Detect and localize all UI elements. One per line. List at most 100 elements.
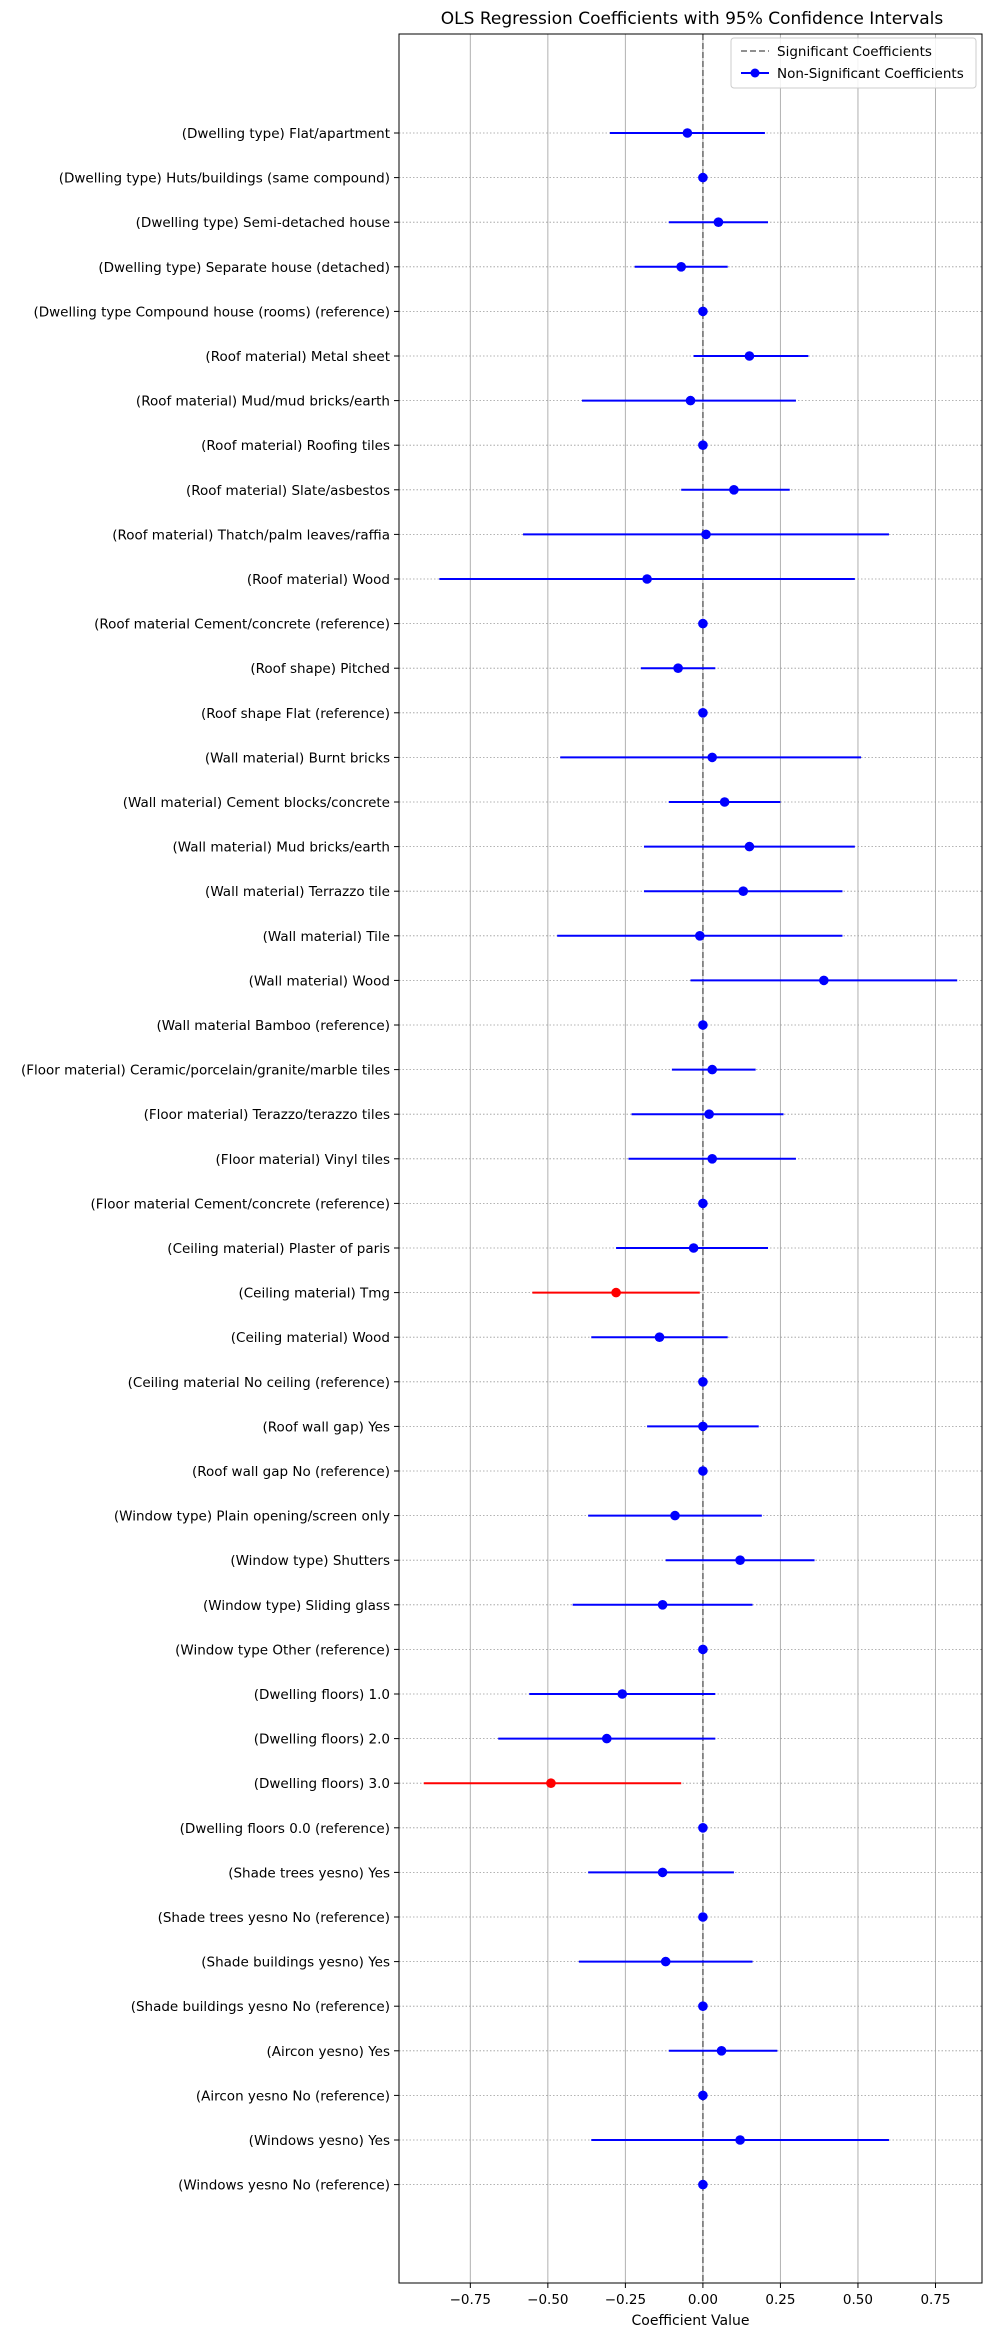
coefficient-point [716,2046,727,2056]
y-tick-label: (Dwelling type) Flat/apartment [182,126,390,142]
y-tick-label: (Roof material) Wood [247,572,390,588]
coefficient-point [698,1198,708,1209]
y-tick-label: (Ceiling material No ceiling (reference) [128,1375,390,1391]
y-tick-label: (Wall material) Terrazzo tile [205,884,390,900]
coefficient-point [611,1287,621,1298]
coefficient-point [657,1867,668,1878]
y-tick-label: (Wall material) Cement blocks/concrete [123,795,390,811]
coefficient-point [698,2179,708,2190]
x-axis-ticks: −0.75 −0.50 −0.25 0.00 0.25 0.50 0.75 [450,2283,951,2308]
y-tick-label: (Roof material) Mud/mud bricks/earth [136,394,390,410]
coefficient-point [698,1823,708,1833]
coefficient-point [695,931,705,941]
x-tick-label: 0.50 [843,2292,873,2308]
coefficient-point [738,886,749,896]
coefficient-point [546,1778,556,1788]
x-axis-label: Coefficient Value [632,2313,750,2329]
x-tick-label: 0.75 [920,2292,950,2308]
y-tick-label: (Roof wall gap No (reference) [192,1464,390,1480]
x-tick-label: 0.00 [688,2292,718,2308]
y-tick-label: (Shade trees yesno) Yes [228,1865,390,1881]
y-tick-label: (Roof material) Metal sheet [205,349,390,365]
y-tick-label: (Wall material) Wood [249,973,390,989]
y-tick-label: (Aircon yesno No (reference) [196,2088,390,2104]
coefficient-point [698,1421,708,1432]
coefficient-point [698,1912,708,1922]
y-tick-label: (Wall material) Burnt bricks [205,750,390,766]
coefficient-point [673,663,683,673]
coefficient-point [698,440,708,451]
legend-box [730,37,977,89]
coefficient-point [670,1510,680,1521]
coefficient-point [654,1332,665,1342]
y-tick-label: (Roof wall gap) Yes [263,1419,390,1435]
y-tick-label: (Shade buildings yesno) Yes [201,1955,390,1971]
y-tick-label: (Window type) Plain opening/screen only [114,1509,390,1525]
coefficient-point [698,1020,708,1030]
coefficient-point [688,1243,699,1253]
legend-non-significant-label: Non-Significant Coefficients [777,66,964,82]
coefficient-point [698,2001,708,2011]
y-tick-label: (Ceiling material) Wood [231,1330,390,1346]
plot-frame [398,33,983,2284]
coefficient-point [735,1555,745,1565]
coefficient-point [698,708,708,718]
y-tick-label: (Wall material Bamboo (reference) [156,1018,390,1034]
coefficient-point [698,618,708,629]
y-tick-label: (Floor material) Terazzo/terazzo tiles [144,1107,390,1123]
coefficient-point [660,1956,671,1967]
y-tick-label: (Roof material) Roofing tiles [201,438,390,454]
y-tick-label: (Roof material Cement/concrete (referenc… [94,617,390,633]
coefficient-point [819,975,829,986]
y-tick-label: (Dwelling type) Separate house (detached… [98,260,390,276]
coefficient-point [698,1466,708,1476]
y-tick-label: (Windows yesno No (reference) [178,2178,390,2194]
y-tick-label: (Wall material) Mud bricks/earth [173,840,390,856]
y-tick-label: (Roof shape) Pitched [250,661,390,677]
coefficient-point [729,485,739,495]
y-tick-label: (Wall material) Tile [263,929,390,945]
coefficient-point [617,1689,628,1699]
x-tick-label: −0.50 [527,2292,568,2308]
coefficient-point [698,306,708,317]
x-tick-label: −0.75 [450,2292,491,2308]
y-tick-label: (Roof shape Flat (reference) [201,706,390,722]
legend-significant-label: Significant Coefficients [777,44,932,60]
y-tick-label: (Dwelling floors 0.0 (reference) [180,1821,390,1837]
coefficient-point [707,752,718,763]
coefficient-point [744,351,755,361]
coefficient-rows: (Dwelling type) Flat/apartment (Dwelling … [21,126,958,2194]
x-tick-label: −0.25 [605,2292,646,2308]
y-tick-label: (Floor material Cement/concrete (referen… [91,1196,390,1212]
y-tick-label: (Roof material) Slate/asbestos [186,483,390,499]
y-tick-label: (Ceiling material) Plaster of paris [167,1241,390,1257]
coefficient-point [698,1377,708,1387]
chart-title: OLS Regression Coefficients with 95% Con… [441,9,944,29]
y-tick-label: (Windows yesno) Yes [249,2133,390,2149]
y-tick-label: (Dwelling type) Huts/buildings (same com… [59,171,390,187]
y-tick-label: (Shade buildings yesno No (reference) [131,1999,390,2015]
coefficient-point [682,128,693,138]
y-tick-label: (Roof material) Thatch/palm leaves/raffi… [112,527,390,543]
y-tick-label: (Window type) Sliding glass [203,1598,390,1614]
y-tick-label: (Floor material) Ceramic/porcelain/grani… [21,1063,390,1079]
coefficient-point [713,217,724,227]
coefficient-point [701,529,711,540]
y-tick-label: (Dwelling type Compound house (rooms) (r… [33,304,390,320]
y-tick-label: (Dwelling floors) 2.0 [254,1732,390,1748]
y-tick-label: (Dwelling floors) 3.0 [254,1776,390,1792]
y-tick-label: (Floor material) Vinyl tiles [216,1152,390,1168]
coefficient-point [704,1109,714,1119]
coefficient-point [676,262,686,272]
y-tick-label: (Aircon yesno) Yes [266,2044,390,2060]
coefficient-point [698,2090,708,2101]
y-tick-label: (Dwelling type) Semi-detached house [136,215,390,231]
coefficient-point [642,574,652,584]
legend: Significant Coefficients Non-Significant… [730,37,977,89]
y-tick-label: (Window type Other (reference) [175,1642,390,1658]
coefficient-point [601,1733,612,1744]
coefficient-point [698,1644,708,1655]
coefficient-point [698,172,708,183]
coefficient-point [707,1154,718,1164]
